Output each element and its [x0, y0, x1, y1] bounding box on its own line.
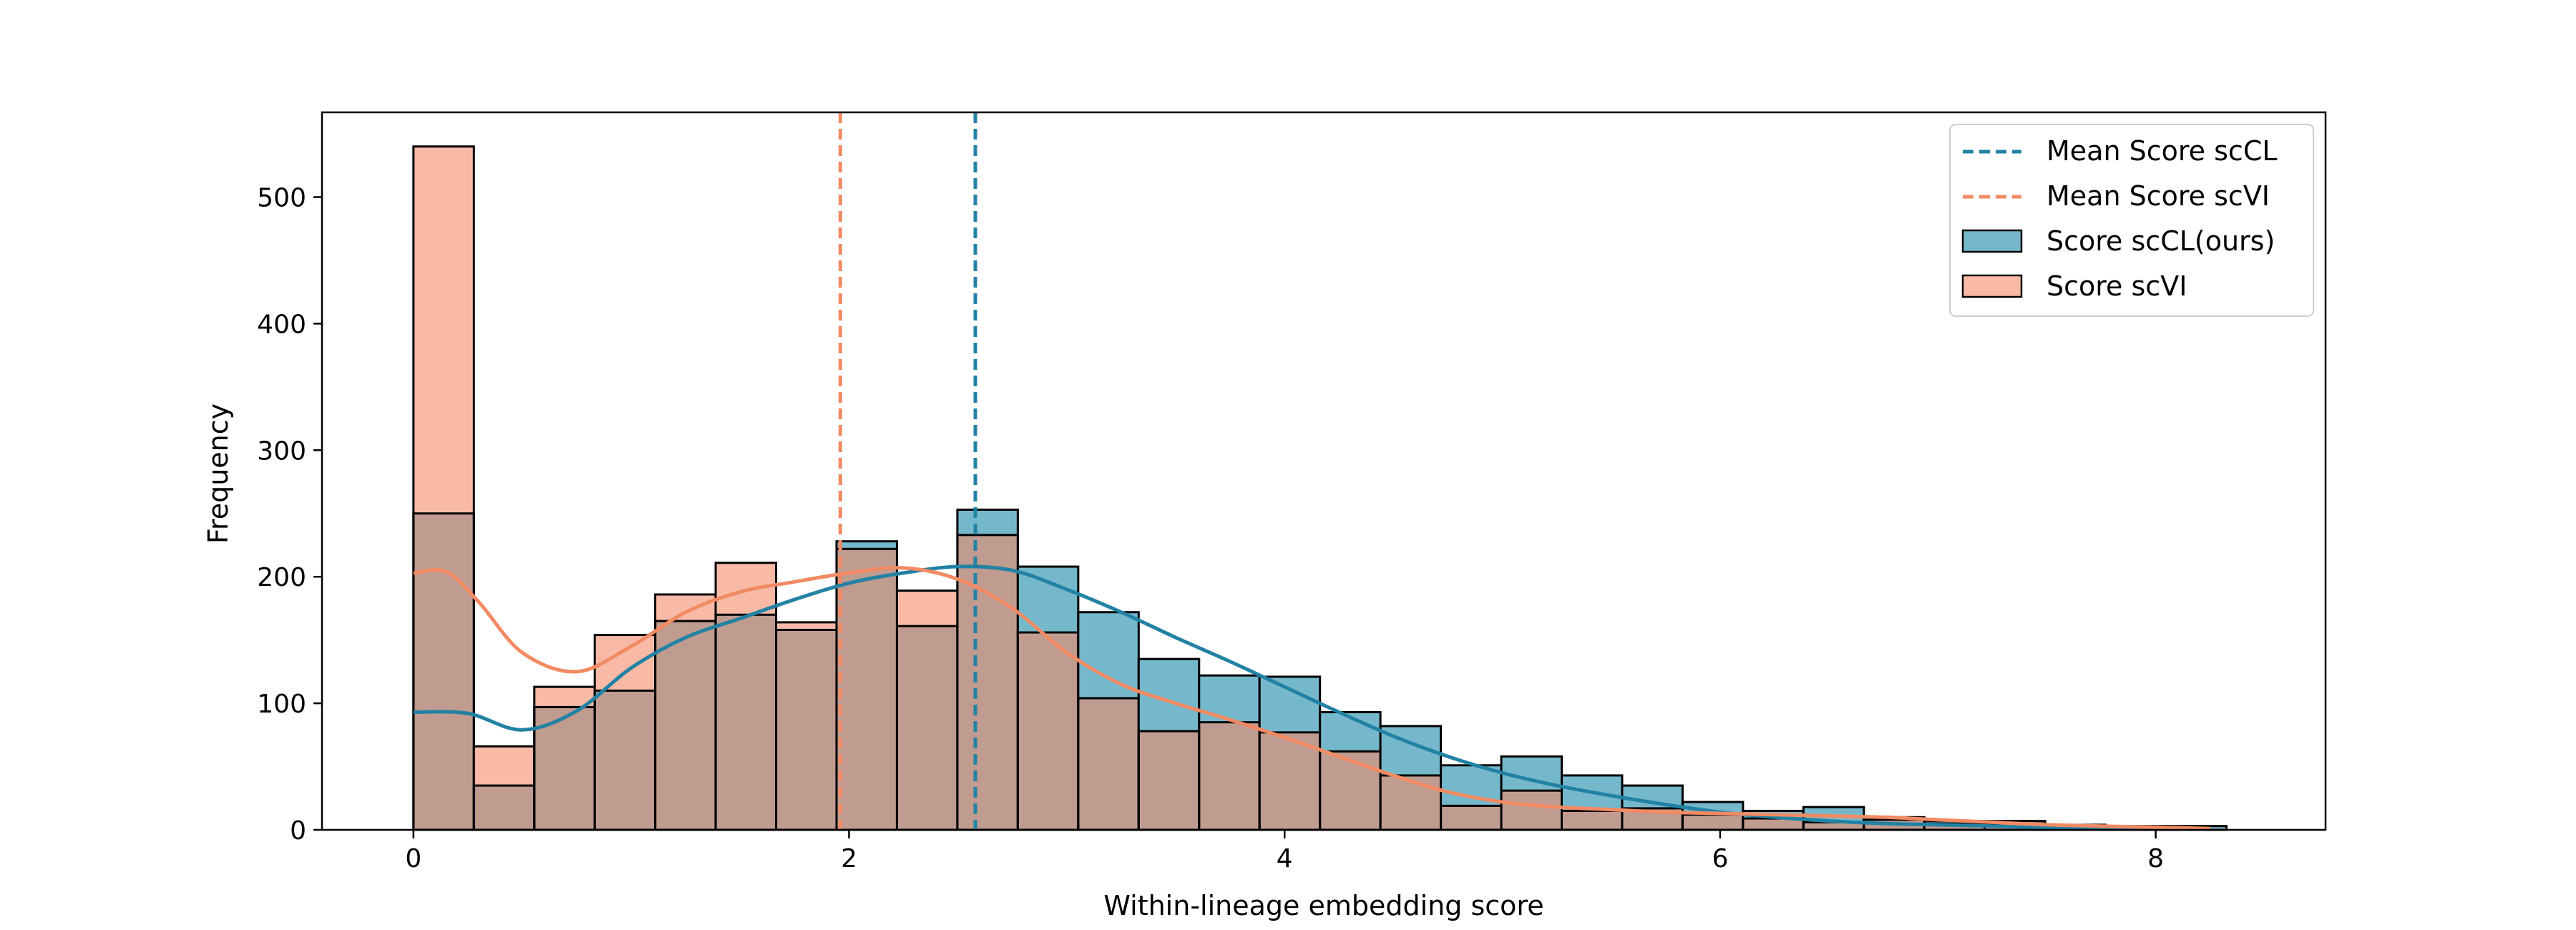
y-tick-label: 200: [257, 563, 306, 592]
y-tick-label: 500: [257, 184, 306, 213]
bar-overlap: [957, 534, 1018, 830]
legend-sccl-patch: [1961, 229, 2023, 253]
plot-frame: [321, 111, 2327, 831]
bar-overlap: [1682, 814, 1743, 830]
bar-overlap: [595, 690, 655, 830]
y-tick-label: 300: [257, 436, 306, 466]
x-tick-label: 0: [405, 844, 421, 873]
bar-overlap: [1440, 806, 1502, 830]
bar-overlap: [413, 513, 474, 830]
legend: Mean Score scCL Mean Score scVI Score sc…: [1949, 124, 2314, 317]
kde-curve-scvi: [413, 566, 2210, 831]
bar-excess: [1259, 676, 1320, 733]
bar-overlap: [1803, 822, 1864, 830]
y-tick-label: 100: [257, 690, 306, 719]
bar-excess: [957, 509, 1018, 535]
legend-sccl-label: Score scCL(ours): [2046, 225, 2275, 257]
bar-excess: [836, 541, 897, 549]
bar-overlap: [1501, 790, 1562, 830]
y-axis-label: Frequency: [203, 403, 234, 544]
bar-overlap: [1561, 811, 1622, 830]
bar-excess: [1018, 567, 1078, 633]
kde-layer: [413, 564, 2210, 831]
bar-overlap: [716, 615, 776, 830]
bar-excess: [776, 622, 837, 630]
x-axis-ticks: 0 2 4 6 8: [405, 830, 2164, 873]
bar-overlap: [1199, 722, 1260, 830]
y-axis-ticks: 0 100 200 300 400 500: [257, 184, 322, 846]
x-tick-label: 6: [1712, 844, 1728, 873]
x-axis-label: Within-lineage embedding score: [1103, 890, 1543, 921]
bar-overlap: [1018, 632, 1078, 830]
bar-overlap: [474, 785, 535, 830]
mean-lines-layer: [838, 112, 977, 830]
bars-layer: [412, 145, 2228, 831]
legend-box: [1949, 124, 2314, 317]
bar-excess: [1199, 675, 1260, 723]
bar-excess: [897, 590, 957, 627]
bar-overlap: [1138, 731, 1199, 830]
x-tick-label: 2: [841, 844, 857, 873]
x-tick-label: 4: [1277, 844, 1293, 873]
bar-excess: [655, 594, 716, 622]
bar-overlap: [1380, 775, 1441, 830]
bar-overlap: [776, 630, 837, 830]
bar-excess: [1078, 612, 1139, 699]
bar-overlap: [1319, 751, 1381, 830]
kde-curve-sccl: [413, 564, 2210, 831]
bar-overlap: [836, 549, 897, 830]
bar-excess: [413, 146, 474, 514]
legend-scvi-label: Score scVI: [2046, 270, 2187, 302]
legend-mean-scvi-label: Mean Score scVI: [2046, 180, 2270, 212]
bar-overlap: [1078, 698, 1139, 830]
y-tick-label: 400: [257, 310, 306, 339]
bar-excess: [474, 746, 535, 786]
y-tick-label: 0: [290, 816, 306, 846]
bar-overlap: [655, 621, 716, 830]
bar-overlap: [1742, 818, 1804, 830]
bar-overlap: [1259, 732, 1320, 830]
legend-mean-sccl-label: Mean Score scCL: [2046, 135, 2278, 167]
x-tick-label: 8: [2147, 844, 2164, 873]
bar-overlap: [897, 626, 957, 830]
legend-scvi-patch: [1961, 274, 2023, 298]
